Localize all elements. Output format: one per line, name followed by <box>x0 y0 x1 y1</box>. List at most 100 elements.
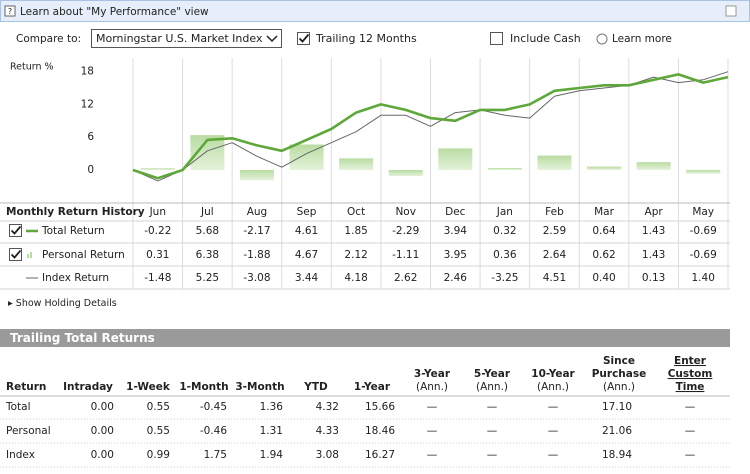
month-value: -3.25 <box>491 272 518 284</box>
month-value: 4.61 <box>295 225 318 237</box>
month-value: 3.94 <box>444 225 468 237</box>
cell-value: — <box>427 401 438 413</box>
cash-checkbox[interactable] <box>490 32 503 45</box>
month-value: -3.08 <box>243 272 270 284</box>
toggle-arrow: ▸ <box>8 298 16 309</box>
y-tick-label: 12 <box>81 98 94 110</box>
month-value: 0.32 <box>493 225 516 237</box>
month-header: Sep <box>297 206 317 218</box>
column-header: 3-Month <box>235 381 284 393</box>
column-header: 1-Week <box>126 381 171 393</box>
column-header: YTD <box>303 381 328 393</box>
help-icon-mark: ? <box>8 7 12 16</box>
month-value: 2.62 <box>394 272 417 284</box>
cell-value: — <box>487 425 498 437</box>
column-header: (Ann.) <box>603 381 635 393</box>
month-value: -2.29 <box>392 225 419 237</box>
month-header: Jun <box>149 206 166 218</box>
cell-value: 17.10 <box>602 401 632 413</box>
holding-details-toggle[interactable]: ▸ Show Holding Details <box>8 298 117 309</box>
month-value: 0.62 <box>592 249 615 261</box>
column-header: Since <box>603 355 635 367</box>
month-value: 3.95 <box>444 249 467 261</box>
cell-value: 18.94 <box>602 449 632 461</box>
collapse-icon[interactable] <box>725 5 737 17</box>
bar <box>339 158 374 170</box>
cell-value: 0.00 <box>91 401 114 413</box>
month-header: May <box>692 206 714 218</box>
column-header: (Ann.) <box>537 381 569 393</box>
month-value: 3.44 <box>295 272 319 284</box>
month-value: 1.40 <box>692 272 715 284</box>
compare-value: Morningstar U.S. Market Index <box>96 32 263 45</box>
learn-more-link[interactable]: Learn more <box>612 33 672 45</box>
custom-time-link[interactable]: Time <box>676 381 705 393</box>
month-value: 0.36 <box>493 249 517 261</box>
column-header: 3-Year <box>414 368 451 380</box>
custom-time-link[interactable]: Enter <box>674 355 707 367</box>
column-header: 1-Year <box>354 381 391 393</box>
cell-value: 1.94 <box>260 449 284 461</box>
month-value: 4.67 <box>295 249 318 261</box>
column-header: Intraday <box>63 381 113 393</box>
month-value: 0.40 <box>592 272 615 284</box>
cell-value: — <box>427 425 438 437</box>
y-tick-label: 6 <box>87 131 94 143</box>
row-label: Index <box>6 449 35 461</box>
cell-value: 15.66 <box>365 401 395 413</box>
trailing-header-bar <box>0 329 730 347</box>
cell-value: 0.99 <box>147 449 170 461</box>
month-header: Jul <box>200 206 214 218</box>
custom-time-link[interactable]: Custom <box>668 368 713 380</box>
month-value: 0.13 <box>642 272 665 284</box>
month-value: 5.25 <box>196 272 219 284</box>
select-arrow <box>266 35 278 43</box>
row-label: Personal <box>6 425 51 437</box>
cell-value: 16.27 <box>365 449 395 461</box>
cell-value: — <box>685 449 696 461</box>
compare-label: Compare to: <box>16 33 81 45</box>
check-mark <box>10 225 22 235</box>
cell-value: — <box>427 449 438 461</box>
cell-value: 18.46 <box>365 425 395 437</box>
column-header: (Ann.) <box>416 381 448 393</box>
month-value: -0.69 <box>690 249 717 261</box>
series-name: Total Return <box>41 225 105 237</box>
compare-select[interactable] <box>91 29 282 48</box>
bar <box>239 169 274 181</box>
legend-bar <box>27 254 29 258</box>
month-header: Jan <box>496 206 513 218</box>
month-value: -0.69 <box>690 225 717 237</box>
month-value: 1.85 <box>344 225 367 237</box>
cell-value: — <box>487 449 498 461</box>
month-header: Nov <box>395 206 416 218</box>
learn-more-icon <box>596 33 608 45</box>
trailing-label: Trailing 12 Months <box>315 32 417 45</box>
bar <box>636 162 671 170</box>
month-value: 2.46 <box>444 272 468 284</box>
line <box>132 73 729 180</box>
cell-value: — <box>487 401 498 413</box>
cell-value: 0.00 <box>91 449 114 461</box>
row-label: Total <box>5 401 31 413</box>
month-header: Feb <box>545 206 564 218</box>
cell-value: 0.55 <box>147 425 170 437</box>
column-header: 1-Month <box>179 381 228 393</box>
cell-value: — <box>548 425 559 437</box>
month-header: Oct <box>347 206 365 218</box>
learn-about-link[interactable]: Learn about "My Performance" view <box>20 6 209 18</box>
help-icon[interactable] <box>4 5 16 17</box>
month-value: 2.59 <box>543 225 566 237</box>
month-header: Mar <box>594 206 614 218</box>
cell-value: 1.31 <box>260 425 283 437</box>
month-value: 0.64 <box>592 225 616 237</box>
cell-value: — <box>685 425 696 437</box>
column-header: Purchase <box>592 368 647 380</box>
month-value: 4.18 <box>344 272 367 284</box>
cell-value: 21.06 <box>602 425 632 437</box>
month-value: 1.43 <box>642 249 665 261</box>
bar <box>140 168 175 170</box>
month-value: -1.88 <box>243 249 270 261</box>
month-value: 6.38 <box>196 249 219 261</box>
